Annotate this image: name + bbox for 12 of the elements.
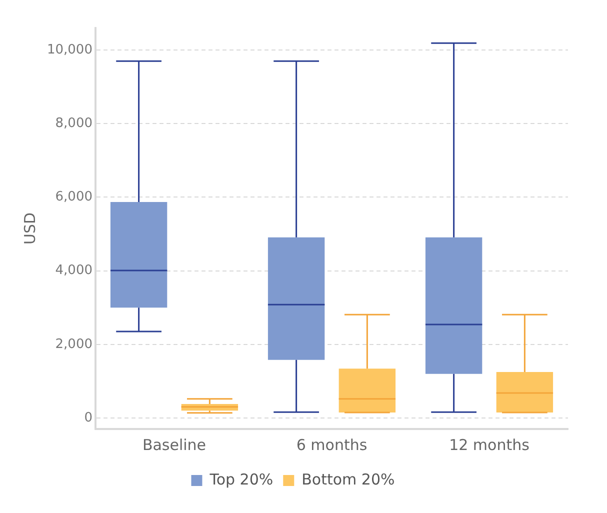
y-tick-label: 4,000: [55, 263, 92, 278]
y-tick-label: 8,000: [55, 116, 92, 132]
legend-label: Top 20%: [208, 470, 274, 488]
y-axis-title: USD: [20, 212, 39, 245]
y-tick-label: 0: [84, 410, 92, 426]
x-tick-label: 12 months: [449, 436, 530, 454]
y-tick-label: 2,000: [55, 336, 92, 352]
y-tick-label: 6,000: [55, 190, 92, 205]
y-tick-label: 10,000: [46, 42, 92, 58]
x-tick-label: 6 months: [296, 436, 368, 454]
x-tick-label: Baseline: [142, 436, 206, 454]
legend-label: Bottom 20%: [302, 470, 395, 488]
